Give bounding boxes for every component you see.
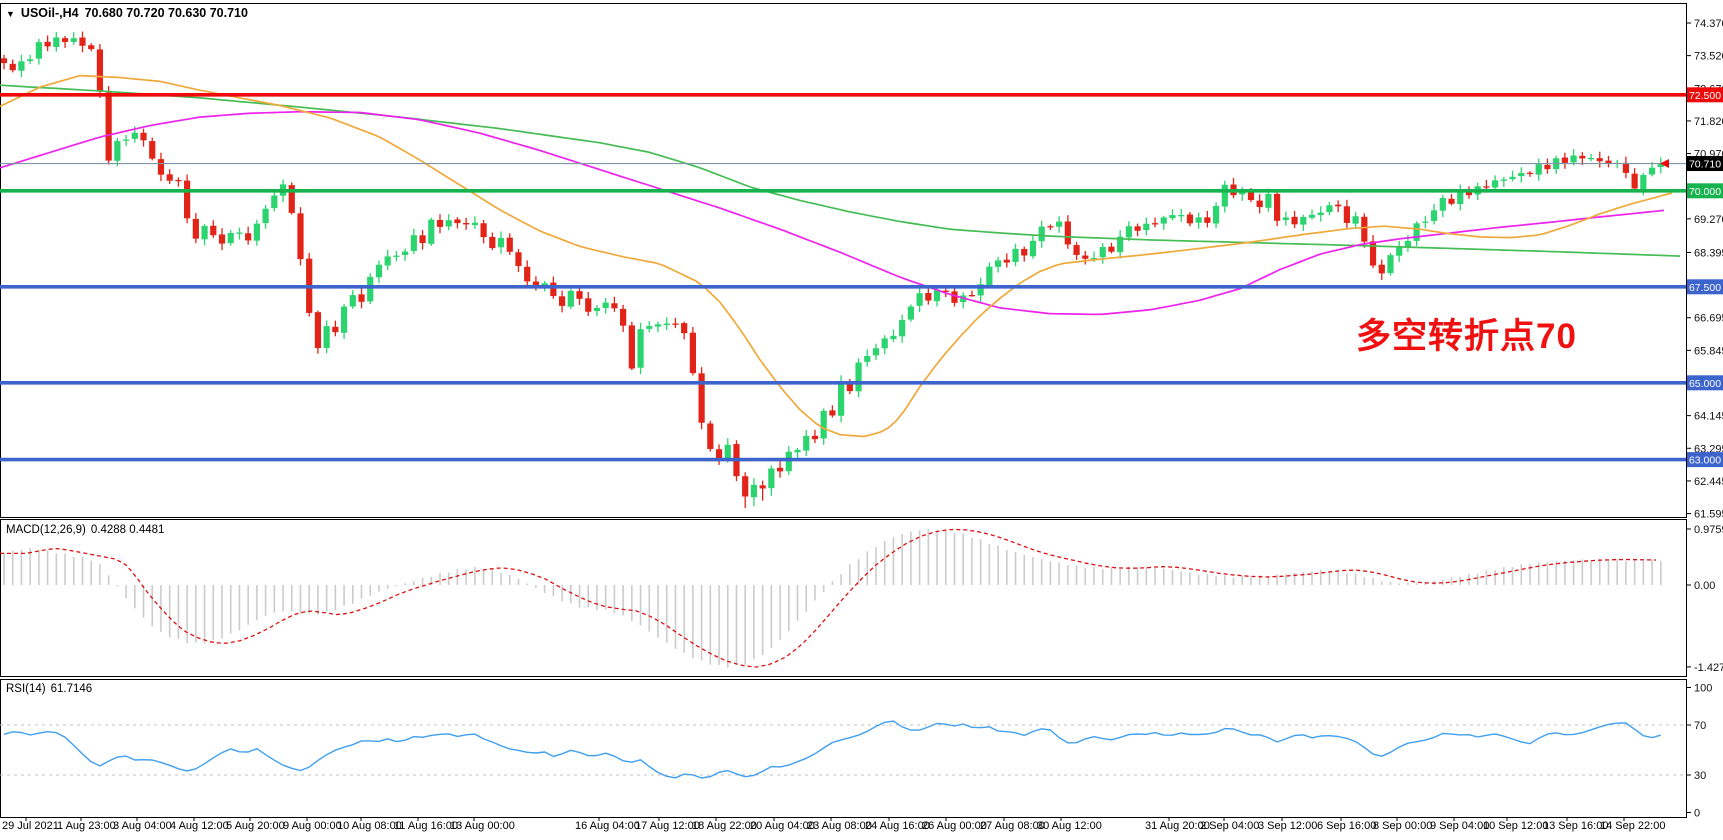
- chart-title: ▼ USOil-,H4 70.680 70.720 70.630 70.710: [6, 6, 248, 20]
- price-badge-label: 72.500: [1689, 90, 1721, 102]
- price-badge-label: 70.000: [1689, 186, 1721, 198]
- price-badge-label: 63.000: [1689, 455, 1721, 467]
- price-axis-label: 61.595: [1694, 509, 1723, 521]
- ohlc-values: 70.680 70.720 70.630 70.710: [84, 6, 248, 20]
- time-axis-label: 3 Aug 04:00: [113, 820, 172, 832]
- macd-values: 0.4288 0.4481: [90, 524, 165, 536]
- price-axis-label: 64.145: [1694, 411, 1723, 423]
- time-axis-label: 9 Sep 04:00: [1430, 820, 1490, 832]
- macd-axis-label: 0.00: [1694, 580, 1715, 592]
- macd-histogram[interactable]: [3, 529, 1662, 668]
- rsi-axis-label: 30: [1694, 770, 1706, 782]
- main-chart-panel[interactable]: [0, 3, 1687, 518]
- time-axis-label: 16 Aug 04:00: [575, 820, 640, 832]
- time-axis-label: 2 Sep 04:00: [1200, 820, 1260, 832]
- time-axis-label: 10 Aug 08:00: [337, 820, 402, 832]
- price-badge-72.500: [1687, 87, 1723, 103]
- time-axis-label: 27 Aug 08:00: [980, 820, 1045, 832]
- time-axis-label: 11 Aug 16:00: [394, 820, 459, 832]
- time-axis-label: 8 Sep 00:00: [1373, 820, 1433, 832]
- time-axis-label: 13 Sep 16:00: [1543, 820, 1609, 832]
- time-axis-label: 23 Aug 08:00: [807, 820, 872, 832]
- macd-indicator-label: MACD(12,26,9) 0.4288 0.4481: [6, 524, 165, 536]
- price-badge-label: 65.000: [1689, 378, 1721, 390]
- time-axis-label: 24 Aug 16:00: [865, 820, 930, 832]
- ma-line-mid-magenta: [0, 110, 1665, 316]
- price-axis-label: 65.845: [1694, 345, 1723, 357]
- macd-axis-label: -1.427: [1694, 662, 1723, 674]
- price-axis-label: 68.395: [1694, 247, 1723, 259]
- price-badge-65.000: [1687, 375, 1723, 391]
- time-axis-label: 13 Aug 00:00: [450, 820, 515, 832]
- rsi-panel[interactable]: [0, 679, 1687, 818]
- time-axis-label: 10 Sep 12:00: [1483, 820, 1549, 832]
- price-badge-70.000: [1687, 183, 1723, 199]
- rsi-indicator-label: RSI(14) 61.7146: [6, 683, 93, 695]
- rsi-line: [3, 720, 1661, 779]
- time-axis-label: 14 Sep 22:00: [1600, 820, 1666, 832]
- macd-axis-label: 0.9759: [1694, 524, 1723, 536]
- price-axis-label: 66.695: [1694, 313, 1723, 325]
- ma-line-fast-orange: [0, 74, 1673, 438]
- time-axis-label: 26 Aug 00:00: [922, 820, 987, 832]
- price-axis-label: 74.370: [1694, 18, 1723, 30]
- macd-signal-line: [0, 528, 1657, 668]
- symbol-period-label: USOil-,H4: [20, 6, 79, 20]
- time-axis-label: 29 Jul 2021: [2, 820, 59, 832]
- time-axis-label: 17 Aug 12:00: [635, 820, 700, 832]
- rsi-value: 61.7146: [50, 683, 93, 695]
- time-axis-label: 1 Aug 23:00: [57, 820, 116, 832]
- symbol-dropdown-arrow-icon[interactable]: ▼: [6, 9, 15, 19]
- price-badge-63.000: [1687, 452, 1723, 468]
- time-axis-label: 18 Aug 22:00: [692, 820, 757, 832]
- rsi-axis-label: 70: [1694, 720, 1706, 732]
- price-axis-label: 69.270: [1694, 214, 1723, 226]
- bull-bear-pivot-annotation: 多空转折点70: [1356, 317, 1577, 356]
- price-axis-label: 62.445: [1694, 476, 1723, 488]
- price-badge-label: 70.710: [1689, 159, 1721, 171]
- time-axis-label: 5 Aug 20:00: [226, 820, 285, 832]
- time-axis-label: 31 Aug 20:00: [1145, 820, 1210, 832]
- price-badge-70.710: [1687, 156, 1723, 172]
- candlesticks[interactable]: [0, 31, 1664, 509]
- price-badge-label: 67.500: [1689, 282, 1721, 294]
- time-axis-label: 30 Aug 12:00: [1037, 820, 1102, 832]
- time-axis-label: 4 Aug 12:00: [170, 820, 229, 832]
- time-axis-label: 9 Aug 00:00: [283, 820, 342, 832]
- price-axis-label: 71.820: [1694, 116, 1723, 128]
- rsi-axis-label: 100: [1694, 683, 1712, 695]
- time-axis-label: 20 Aug 04:00: [750, 820, 815, 832]
- rsi-axis-label: 0: [1694, 808, 1700, 820]
- price-axis-label: 73.520: [1694, 51, 1723, 63]
- price-badge-67.500: [1687, 279, 1723, 295]
- current-price-arrow-icon: [1660, 159, 1669, 169]
- time-axis-label: 3 Sep 12:00: [1258, 820, 1318, 832]
- time-axis-label: 6 Sep 16:00: [1317, 820, 1377, 832]
